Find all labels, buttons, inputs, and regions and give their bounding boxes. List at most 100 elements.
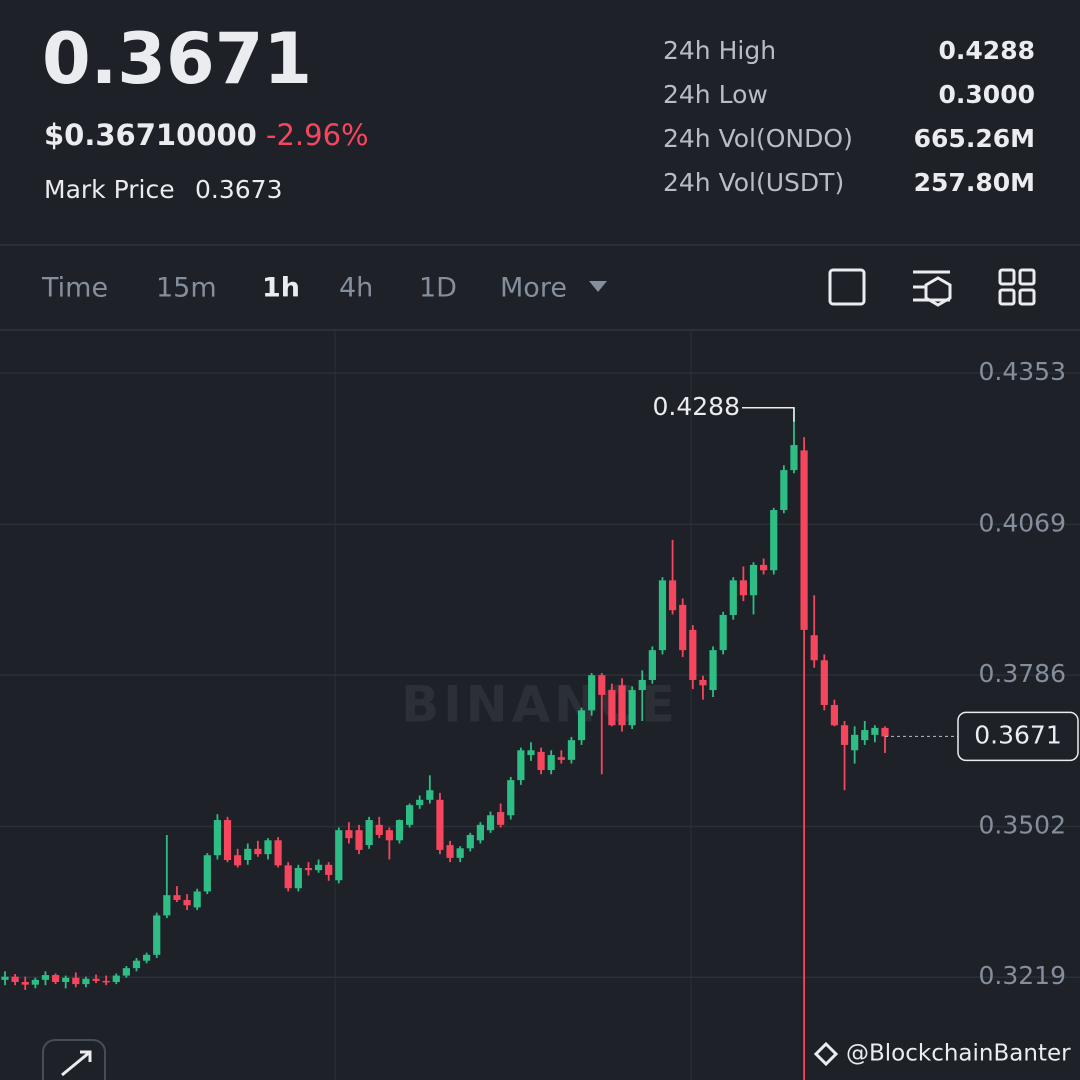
candle-body — [577, 710, 586, 741]
candle-body — [820, 660, 828, 705]
candle-body — [699, 679, 707, 686]
candle-body — [234, 855, 242, 866]
change: -2.96% — [266, 118, 369, 152]
candle-body — [719, 614, 727, 651]
candle-body — [284, 865, 292, 889]
stats: 24h High 0.4288 24h Low 0.3000 24h Vol(ONDO)… — [663, 36, 1035, 197]
candle-body — [1, 976, 9, 980]
candle-body — [790, 445, 798, 471]
interval-tab[interactable]: Time — [41, 273, 108, 304]
stat-label: 24h Vol(USDT) — [663, 168, 844, 197]
candle-body — [861, 730, 869, 741]
expand-button[interactable] — [42, 1039, 106, 1080]
dropdown-arrow — [589, 281, 607, 292]
y-tick-label: 0.4353 — [979, 357, 1066, 386]
stat-value: 0.4288 — [939, 36, 1035, 65]
candle-body — [497, 812, 505, 825]
icon-grid-cell — [998, 288, 1016, 306]
icon-frame[interactable] — [828, 268, 866, 306]
candle-body — [314, 864, 323, 871]
candle-body — [517, 750, 525, 781]
icon-settings-hex — [924, 276, 952, 307]
candle-body — [153, 915, 161, 955]
candle-body — [426, 790, 434, 800]
candle-body — [608, 690, 616, 726]
icon-grid-cell — [1018, 268, 1036, 286]
candle-body — [213, 820, 222, 856]
candle-body — [193, 891, 201, 908]
candle-body — [739, 580, 747, 596]
interval-tab[interactable]: 15m — [156, 273, 217, 304]
last-price-box — [957, 711, 1079, 762]
candle-chart — [0, 372, 1080, 1080]
candle-body — [355, 830, 363, 850]
candle-body — [567, 740, 576, 760]
candle-body — [304, 867, 313, 871]
candle-body — [507, 780, 515, 816]
icon-grid-cell — [1018, 288, 1036, 306]
interval-tab[interactable]: More — [500, 273, 567, 304]
stat-value: 257.80M — [914, 168, 1035, 197]
interval-tab[interactable]: 1D — [419, 273, 457, 304]
candle-body — [547, 755, 555, 770]
candle-body — [405, 805, 414, 825]
candle-body — [658, 580, 667, 651]
candle-body — [466, 834, 474, 849]
candle-body — [112, 975, 120, 982]
stat-value: 665.26M — [914, 124, 1035, 153]
candle-body — [760, 564, 768, 571]
y-tick-label: 0.3786 — [979, 659, 1066, 688]
candle-body — [31, 979, 39, 985]
candle-body — [800, 450, 808, 630]
candle-body — [598, 675, 606, 695]
last-price-label: 0.3671 — [974, 720, 1061, 749]
candle-body — [203, 855, 211, 892]
stat-label: 24h Low — [663, 80, 768, 109]
candle-body — [102, 980, 110, 983]
candle-body — [618, 685, 626, 726]
candle-body — [223, 820, 232, 861]
candle-body — [72, 977, 80, 985]
interval-tab[interactable]: 4h — [339, 273, 373, 304]
candle-body — [254, 848, 262, 855]
candle-body — [527, 750, 535, 756]
candle-body — [851, 734, 859, 751]
candle-body — [456, 848, 464, 858]
candle-body — [557, 757, 565, 760]
candle-body — [173, 895, 181, 900]
candle-body — [537, 751, 545, 770]
interval-tabs: Time 15m 1h 4h 1D More — [41, 273, 567, 304]
candle-body — [668, 580, 677, 611]
candle-body — [365, 820, 373, 846]
candle-body — [648, 650, 656, 680]
candle-body — [132, 960, 141, 969]
candle-body — [871, 727, 879, 735]
candle-body — [41, 975, 50, 980]
candle-body — [183, 899, 191, 906]
candle-body — [416, 799, 424, 806]
candle-body — [143, 954, 151, 961]
mark-label: Mark Price — [44, 175, 175, 204]
credit-icon — [813, 1041, 839, 1067]
candle-body — [436, 799, 444, 850]
candle-body — [385, 830, 393, 841]
stat-label: 24h Vol(ONDO) — [663, 124, 853, 153]
candle-body — [244, 848, 252, 861]
candle-body — [446, 845, 454, 858]
candle-body — [163, 895, 171, 916]
candle-body — [749, 564, 758, 596]
candle-body — [264, 840, 272, 855]
candle-body — [82, 978, 90, 985]
candle-body — [21, 981, 29, 985]
high-leader — [742, 407, 795, 422]
icon-grid[interactable] — [998, 268, 1016, 286]
y-tick-label: 0.3219 — [979, 961, 1066, 990]
candle-body — [770, 510, 778, 571]
candle-body — [294, 867, 302, 889]
candle-body — [840, 725, 849, 745]
candle-body — [709, 650, 717, 691]
interval-tab[interactable]: 1h — [262, 273, 300, 304]
candle-body — [830, 705, 839, 726]
